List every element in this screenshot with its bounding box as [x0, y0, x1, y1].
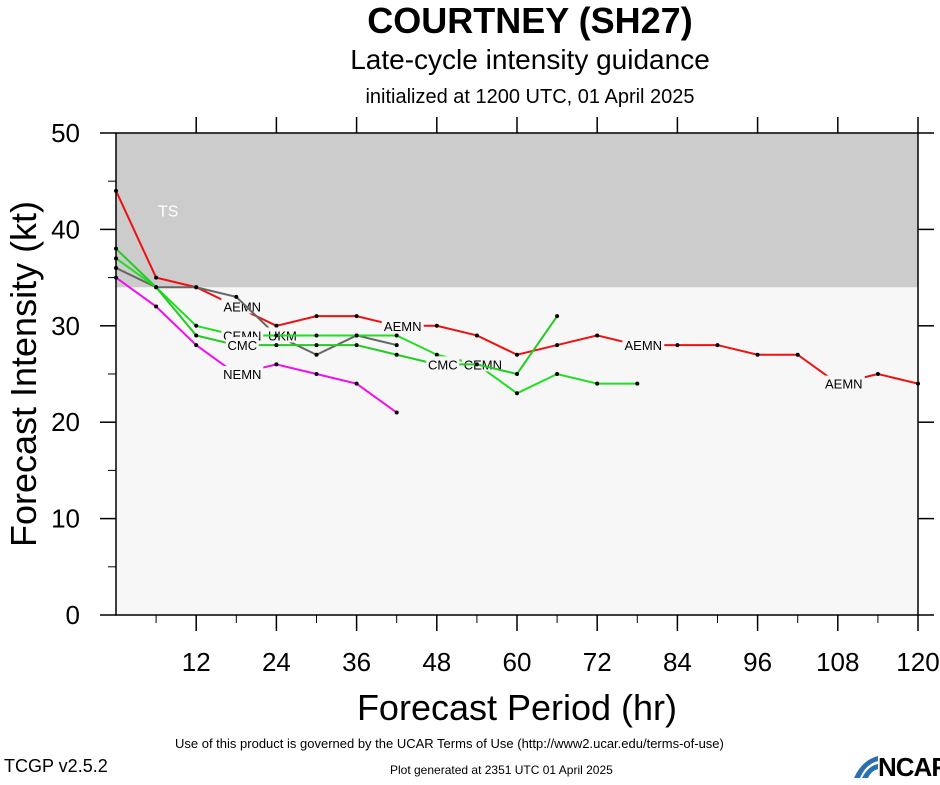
generated-timestamp: Plot generated at 2351 UTC 01 April 2025	[390, 763, 613, 777]
series-label-bg	[221, 298, 264, 314]
data-point	[274, 362, 279, 367]
ncar-logo-text: NCAR	[878, 752, 940, 782]
data-point	[474, 333, 479, 338]
series-label-bg	[426, 356, 460, 372]
series-label-bg	[225, 337, 259, 353]
data-point	[755, 352, 760, 357]
y-tick-label: 0	[66, 600, 80, 630]
data-point	[394, 343, 399, 348]
ts-band-label: TS	[158, 203, 178, 220]
data-point	[394, 333, 399, 338]
data-point	[555, 343, 560, 348]
data-point	[314, 343, 319, 348]
data-point	[194, 333, 199, 338]
data-point	[274, 323, 279, 328]
series-line	[115, 247, 558, 376]
terms-of-use-notice: Use of this product is governed by the U…	[175, 736, 724, 751]
x-axis-label: Forecast Period (hr)	[357, 687, 677, 728]
series-label: AEMN	[825, 377, 863, 392]
data-point	[434, 323, 439, 328]
data-point	[675, 343, 680, 348]
data-point	[194, 343, 199, 348]
series-label: CMC	[227, 338, 257, 353]
y-tick-label: 30	[51, 311, 80, 341]
x-tick-label: 72	[583, 647, 612, 677]
series-line	[115, 257, 638, 395]
data-point	[394, 352, 399, 357]
data-point	[515, 372, 519, 376]
data-point	[635, 381, 640, 386]
series-label: AEMN	[625, 338, 663, 353]
data-point	[555, 314, 560, 319]
ts-band	[116, 133, 918, 288]
y-axis-label: Forecast Intensity (kt)	[3, 201, 44, 547]
data-point	[354, 333, 359, 338]
data-point	[194, 323, 199, 328]
data-point	[154, 304, 159, 309]
data-point	[595, 381, 600, 386]
x-tick-label: 60	[503, 647, 532, 677]
y-tick-label: 50	[51, 118, 80, 148]
y-tick-label: 10	[51, 504, 80, 534]
series-label-bg	[622, 337, 665, 353]
data-point	[314, 352, 319, 357]
x-tick-label: 84	[663, 647, 692, 677]
x-tick-label: 12	[182, 647, 211, 677]
initialization-time: initialized at 1200 UTC, 01 April 2025	[365, 86, 695, 108]
data-point	[314, 333, 319, 338]
data-point	[515, 352, 519, 357]
data-point	[595, 333, 600, 338]
data-point	[875, 372, 880, 376]
x-tick-label: 48	[422, 647, 451, 677]
series-label-bg	[822, 375, 865, 391]
ncar-logo: NCAR	[852, 752, 940, 782]
data-point	[234, 294, 239, 299]
series-cmc: CMC CMC	[114, 246, 560, 376]
x-tick-label: 108	[816, 647, 859, 677]
x-tick-label: 36	[342, 647, 371, 677]
series-label: NEMN	[223, 367, 261, 382]
x-tick-label: 96	[743, 647, 772, 677]
series-label-bg	[381, 317, 424, 333]
series-line	[115, 267, 397, 356]
x-tick-label: 24	[262, 647, 291, 677]
data-point	[394, 410, 399, 415]
series-label-bg	[221, 366, 264, 381]
axes-layer: 0 10 20 30 40 50 12 24 36 48 60 72 84 96 108 120	[51, 117, 940, 677]
series-nemn: NEMN	[114, 275, 399, 415]
data-point	[354, 343, 359, 348]
data-point	[154, 285, 159, 290]
data-point	[715, 343, 720, 348]
data-point	[354, 381, 359, 386]
data-point	[434, 352, 439, 357]
y-tick-label: 40	[51, 214, 80, 244]
data-point	[314, 372, 319, 376]
data-point	[515, 391, 519, 396]
data-point	[194, 285, 199, 290]
series-label: CMC	[428, 357, 458, 372]
version-label: TCGP v2.5.2	[4, 756, 108, 776]
ncar-swoosh-icon	[854, 756, 878, 778]
data-point	[154, 275, 159, 280]
data-point	[274, 333, 279, 338]
data-point	[795, 352, 800, 357]
chart-subtitle: Late-cycle intensity guidance	[350, 44, 710, 75]
x-tick-label: 120	[896, 647, 939, 677]
y-tick-label: 20	[51, 407, 80, 437]
data-point	[555, 372, 560, 376]
data-point	[314, 314, 319, 319]
series-label: AEMN	[384, 319, 422, 334]
data-point	[274, 343, 279, 348]
data-point	[474, 362, 479, 367]
data-point	[354, 314, 359, 319]
chart-title: COURTNEY (SH27)	[367, 0, 693, 41]
